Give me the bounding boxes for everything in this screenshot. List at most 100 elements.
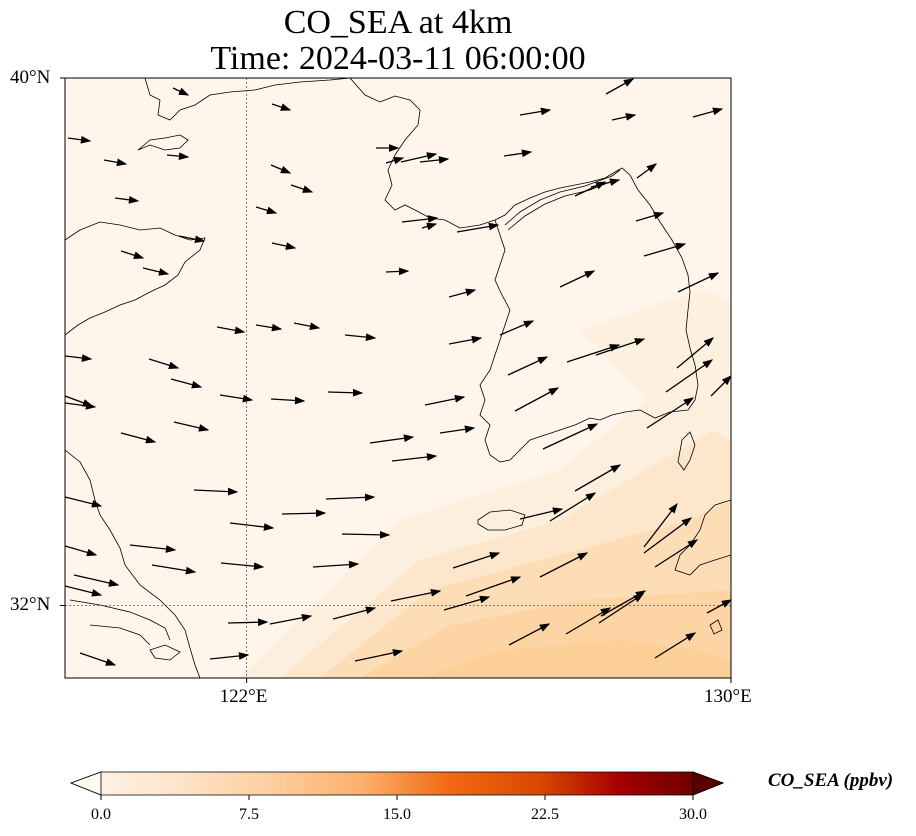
wind-arrow: [590, 178, 621, 188]
map-subtitle-time: Time: 2024-03-11 06:00:00: [210, 40, 586, 77]
wind-arrow: [385, 267, 410, 276]
wind-arrow: [65, 354, 93, 362]
wind-arrow: [220, 562, 265, 571]
wind-arrow: [643, 517, 693, 554]
wind-arrow: [341, 530, 391, 539]
wind-arrow: [706, 599, 731, 614]
wind-arrow: [565, 607, 612, 635]
wind-arrow: [65, 401, 97, 410]
wind-arrow: [419, 156, 450, 164]
wind-arrow: [605, 78, 635, 95]
wind-arrow: [67, 135, 92, 144]
wind-arrow: [269, 613, 313, 625]
colorbar-tick-label: 22.5: [531, 806, 559, 823]
wind-arrow: [499, 320, 535, 336]
colorbar-tick-label: 0.0: [91, 806, 111, 823]
wind-arrow: [209, 652, 250, 660]
wind-arrow: [79, 652, 117, 666]
colorbar: [69, 771, 725, 800]
wind-arrow: [611, 113, 637, 121]
colorbar-tick-label: 15.0: [383, 806, 411, 823]
map-title: CO_SEA at 4km: [283, 4, 513, 41]
concentration-field: [65, 78, 731, 678]
wind-arrow: [193, 487, 239, 496]
axis-tickmarks: [60, 77, 732, 683]
wind-arrow: [312, 560, 360, 569]
wind-arrow: [665, 359, 714, 393]
wind-arrow: [443, 595, 491, 611]
wind-arrow: [456, 222, 500, 233]
wind-arrow: [676, 337, 714, 369]
wind-arrow: [120, 432, 157, 444]
wind-arrow: [142, 267, 170, 276]
wind-arrow: [636, 163, 658, 179]
wind-arrow: [129, 544, 177, 553]
wind-arrow: [654, 632, 697, 659]
wind-arrow: [170, 378, 203, 389]
wind-arrow: [281, 509, 327, 518]
lon-tick-label-122: 122°E: [219, 686, 268, 707]
wind-arrow: [369, 434, 415, 444]
wind-arrow: [255, 323, 283, 332]
wind-arrow: [549, 492, 597, 522]
wind-arrow: [227, 618, 269, 627]
wind-arrow: [635, 211, 665, 222]
wind-arrow: [566, 344, 621, 363]
wind-arrow: [439, 425, 476, 434]
wind-arrow: [290, 184, 314, 193]
wind-arrow: [542, 423, 599, 450]
wind-arrow: [421, 222, 438, 231]
wind-arrow: [166, 152, 190, 161]
coastlines: [65, 78, 731, 678]
wind-arrow: [400, 152, 438, 163]
colorbar-label: CO_SEA (ppbv): [768, 770, 894, 791]
wind-arrow: [401, 215, 439, 223]
wind-arrow: [503, 149, 533, 158]
wind-arrow: [643, 242, 687, 257]
wind-arrow: [385, 156, 405, 165]
wind-arrow: [114, 195, 140, 204]
wind-arrow: [465, 576, 522, 597]
wind-arrow: [600, 590, 647, 617]
wind-arrow: [148, 358, 180, 370]
wind-arrow: [219, 394, 254, 403]
wind-arrow: [65, 545, 98, 557]
wind-arrow: [391, 453, 438, 462]
wind-arrow: [643, 502, 678, 548]
wind-arrow: [519, 507, 564, 520]
wind-arrow: [519, 107, 552, 116]
colorbar-tick-label: 30.0: [679, 806, 707, 823]
wind-arrow: [270, 396, 306, 405]
wind-arrow: [574, 464, 622, 492]
wind-arrow: [172, 87, 190, 96]
wind-arrow: [65, 585, 103, 597]
wind-arrow: [73, 574, 120, 587]
lat-tick-label-32: 32°N: [10, 594, 51, 616]
wind-arrow: [327, 388, 364, 397]
wind-arrow: [271, 242, 297, 250]
wind-arrow: [332, 606, 377, 620]
wind-arrow: [325, 493, 376, 502]
wind-arrow: [229, 522, 275, 531]
wind-arrow: [539, 552, 589, 578]
wind-arrow: [507, 356, 549, 376]
wind-arrow: [448, 335, 483, 345]
wind-arrow: [710, 375, 731, 397]
wind-arrow: [151, 564, 197, 575]
wind-arrow: [216, 326, 246, 335]
wind-arrow: [103, 158, 128, 167]
wind-arrow: [173, 421, 210, 432]
wind-arrow: [559, 270, 596, 288]
wind-arrow: [178, 235, 206, 244]
lon-tick-label-130: 130°E: [704, 686, 752, 707]
wind-arrow: [354, 649, 404, 662]
wind-arrow: [677, 272, 720, 293]
colorbar-extend-high: [692, 771, 725, 796]
wind-arrow: [120, 250, 145, 259]
wind-arrow: [452, 552, 501, 569]
wind-arrow: [344, 333, 377, 341]
wind-arrow: [448, 288, 477, 298]
wind-arrow: [424, 395, 466, 406]
wind-arrow: [270, 164, 292, 174]
